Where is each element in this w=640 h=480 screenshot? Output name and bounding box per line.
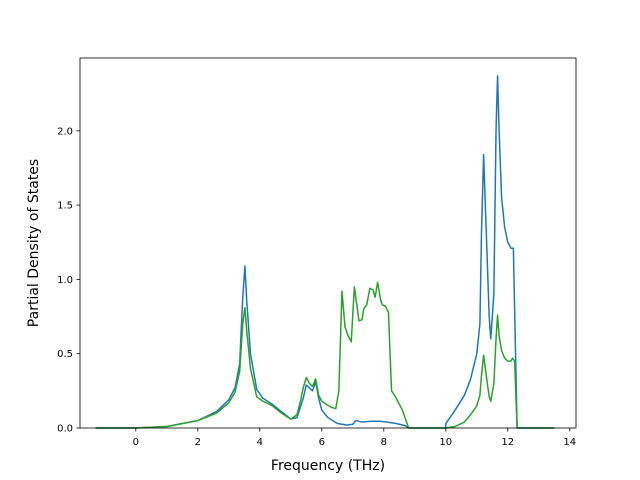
x-tick-label: 2 xyxy=(195,437,201,448)
x-tick-label: 4 xyxy=(257,437,263,448)
x-tick-label: 0 xyxy=(133,437,139,448)
x-tick-label: 8 xyxy=(381,437,387,448)
y-tick-label: 0.5 xyxy=(57,349,73,360)
y-tick-label: 0.0 xyxy=(57,424,73,435)
y-axis: 0.0 0.5 1.0 1.5 2.0 xyxy=(57,126,80,435)
series-line-2 xyxy=(95,281,555,429)
series-line-1 xyxy=(95,75,555,429)
x-tick-label: 12 xyxy=(501,437,514,448)
x-tick-label: 6 xyxy=(319,437,325,448)
x-tick-label: 10 xyxy=(439,437,452,448)
y-tick-label: 1.5 xyxy=(57,201,73,212)
y-tick-label: 1.0 xyxy=(57,275,73,286)
axes-frame xyxy=(79,57,577,429)
x-tick-label: 14 xyxy=(563,437,576,448)
y-tick-label: 2.0 xyxy=(57,126,73,137)
plot-area xyxy=(95,75,555,429)
x-axis-title: Frequency (THz) xyxy=(271,458,385,474)
x-axis: 0 2 4 6 8 10 12 14 xyxy=(133,428,576,448)
y-axis-title: Partial Density of States xyxy=(26,159,42,327)
